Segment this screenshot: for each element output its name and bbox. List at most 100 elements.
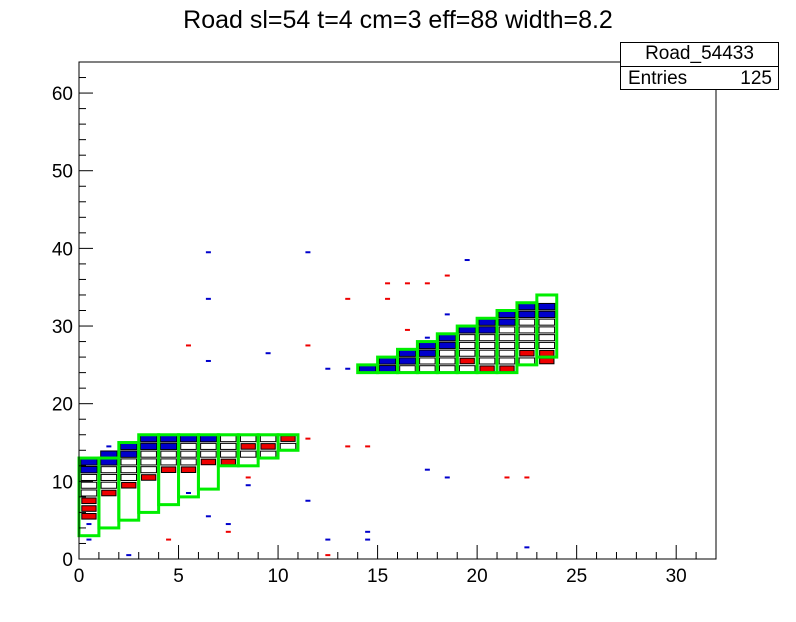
hit-blue	[225, 523, 231, 526]
bin-red	[539, 349, 555, 357]
bin-empty	[419, 365, 436, 373]
bin-empty	[259, 435, 277, 443]
bin-red	[499, 365, 515, 373]
bin-empty	[80, 473, 98, 481]
bin-empty	[538, 341, 556, 349]
hit-blue	[106, 445, 112, 448]
bin-blue	[538, 302, 556, 311]
bin-empty	[80, 481, 98, 489]
hit-red	[345, 297, 351, 300]
hit-blue	[86, 538, 92, 541]
bin-empty	[538, 326, 556, 334]
bin-empty	[458, 349, 476, 357]
bin-empty	[220, 442, 237, 450]
hit-blue	[464, 259, 470, 262]
bin-red	[220, 458, 236, 466]
bin-blue	[120, 442, 138, 451]
bin-empty	[180, 458, 197, 466]
bin-blue	[100, 458, 118, 466]
y-tick-label: 40	[52, 239, 73, 260]
bin-empty	[120, 473, 138, 481]
hit-blue	[325, 367, 331, 370]
bin-blue	[159, 434, 178, 443]
bin-blue	[378, 357, 397, 365]
chart-title: Road sl=54 t=4 cm=3 eff=88 width=8.2	[183, 6, 613, 34]
bin-blue	[418, 349, 437, 357]
bin-blue	[458, 326, 476, 334]
bin-blue	[398, 349, 417, 357]
bin-empty	[80, 489, 98, 497]
bin-empty	[498, 349, 516, 357]
bin-blue	[398, 357, 417, 365]
hit-blue	[365, 530, 371, 533]
bin-empty	[180, 442, 197, 450]
hit-blue	[245, 484, 251, 487]
x-tick-label: 20	[467, 566, 488, 587]
hit-red	[166, 538, 172, 541]
hit-blue	[365, 538, 371, 541]
bin-empty	[439, 349, 456, 357]
hit-red	[404, 282, 410, 285]
stats-name: Road_54433	[621, 43, 778, 67]
bin-red	[81, 497, 97, 505]
plot-frame	[78, 61, 717, 560]
hit-blue	[265, 352, 271, 355]
hit-red	[185, 344, 191, 347]
bin-blue	[378, 365, 397, 373]
bin-empty	[100, 481, 118, 489]
x-tick-label: 30	[666, 566, 687, 587]
hit-red	[444, 274, 450, 277]
bin-empty	[498, 357, 516, 365]
stats-entries-row: Entries 125	[621, 67, 778, 90]
bin-red	[479, 365, 495, 373]
bin-blue	[80, 466, 98, 474]
x-tick-label: 15	[367, 566, 388, 587]
bin-blue	[179, 434, 198, 443]
bin-empty	[220, 450, 237, 458]
bin-blue	[518, 302, 536, 311]
bin-empty	[399, 365, 416, 373]
bin-empty	[518, 326, 536, 334]
hit-red	[345, 445, 351, 448]
hit-red	[524, 476, 530, 479]
bin-empty	[140, 458, 157, 466]
bin-empty	[478, 349, 496, 357]
bin-empty	[439, 365, 456, 373]
bin-empty	[518, 318, 536, 326]
bin-blue	[438, 341, 456, 350]
bin-blue	[418, 341, 437, 350]
hit-red	[424, 282, 430, 285]
bin-blue	[498, 318, 516, 326]
hit-blue	[524, 546, 530, 549]
bin-empty	[160, 458, 177, 466]
road-segment	[535, 293, 559, 359]
stats-box: Road_54433 Entries 125	[620, 42, 779, 90]
bin-blue	[100, 450, 118, 458]
hit-blue	[205, 297, 211, 300]
y-tick-label: 30	[52, 317, 73, 338]
axis-layer: 0 5 10 15 20 25 30 0 10 20 30 40 50 60	[52, 61, 717, 587]
bin-empty	[120, 466, 138, 474]
bin-red	[101, 489, 117, 497]
bin-empty	[458, 341, 476, 349]
x-tick-label: 0	[74, 566, 85, 587]
stats-entries-label: Entries	[628, 68, 688, 89]
bin-empty	[140, 466, 157, 474]
hit-blue	[305, 251, 311, 254]
hit-red	[305, 344, 311, 347]
bin-empty	[279, 442, 297, 450]
bin-empty	[419, 357, 436, 365]
bin-empty	[439, 357, 456, 365]
bin-empty	[518, 357, 536, 365]
bin-empty	[478, 334, 496, 342]
hit-red	[225, 530, 231, 533]
bin-red	[539, 357, 555, 365]
hit-red	[385, 297, 391, 300]
bin-empty	[180, 450, 197, 458]
bin-empty	[478, 357, 496, 365]
bin-red	[81, 505, 97, 512]
bin-empty	[498, 326, 516, 334]
bin-empty	[538, 318, 556, 326]
hit-blue	[126, 554, 132, 557]
hit-blue	[424, 336, 430, 339]
